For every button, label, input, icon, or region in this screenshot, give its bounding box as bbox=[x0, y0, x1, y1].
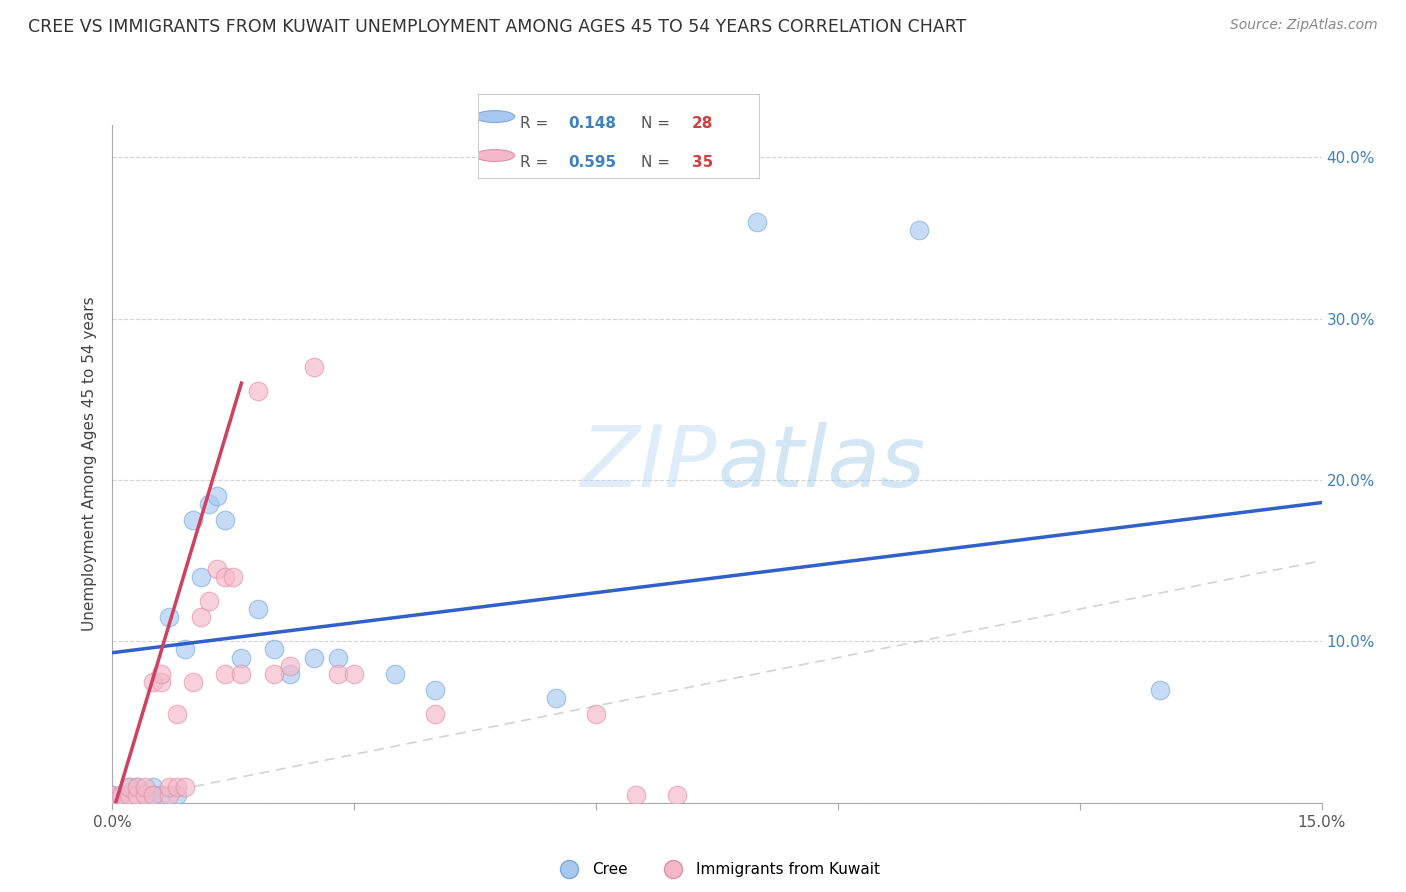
Point bbox=[142, 788, 165, 802]
Point bbox=[328, 650, 350, 665]
Point bbox=[665, 788, 688, 802]
Point bbox=[166, 706, 188, 721]
Point bbox=[343, 666, 366, 681]
Point bbox=[198, 594, 221, 608]
Point bbox=[157, 780, 180, 794]
Text: R =: R = bbox=[520, 154, 554, 169]
Point bbox=[207, 562, 229, 576]
Text: R =: R = bbox=[520, 116, 554, 130]
Point bbox=[626, 788, 648, 802]
Point bbox=[174, 780, 197, 794]
Point bbox=[544, 690, 567, 705]
Point bbox=[110, 788, 132, 802]
Text: Source: ZipAtlas.com: Source: ZipAtlas.com bbox=[1230, 18, 1378, 32]
Legend: Cree, Immigrants from Kuwait: Cree, Immigrants from Kuwait bbox=[548, 856, 886, 883]
Point bbox=[117, 780, 139, 794]
Point bbox=[207, 489, 229, 503]
Point bbox=[181, 674, 204, 689]
Point bbox=[246, 384, 269, 399]
Point bbox=[142, 788, 165, 802]
Text: atlas: atlas bbox=[717, 422, 925, 506]
Circle shape bbox=[475, 111, 515, 122]
Point bbox=[214, 513, 236, 527]
Text: ZIP: ZIP bbox=[581, 422, 717, 506]
Point bbox=[157, 610, 180, 624]
Point bbox=[423, 682, 446, 697]
Text: 0.148: 0.148 bbox=[568, 116, 616, 130]
Point bbox=[134, 788, 156, 802]
Point bbox=[166, 780, 188, 794]
Point bbox=[125, 780, 148, 794]
Point bbox=[302, 650, 325, 665]
Point bbox=[214, 666, 236, 681]
Point bbox=[231, 666, 253, 681]
Point bbox=[222, 570, 245, 584]
Point bbox=[125, 780, 148, 794]
Point bbox=[328, 666, 350, 681]
Point bbox=[198, 497, 221, 511]
Text: 35: 35 bbox=[692, 154, 713, 169]
Point bbox=[1149, 682, 1171, 697]
Point bbox=[181, 513, 204, 527]
Point bbox=[142, 674, 165, 689]
Point bbox=[263, 666, 285, 681]
Point bbox=[174, 642, 197, 657]
Point bbox=[117, 780, 139, 794]
Point bbox=[423, 706, 446, 721]
Text: 28: 28 bbox=[692, 116, 713, 130]
Point bbox=[101, 788, 124, 802]
Y-axis label: Unemployment Among Ages 45 to 54 years: Unemployment Among Ages 45 to 54 years bbox=[82, 296, 97, 632]
Point bbox=[157, 788, 180, 802]
Point bbox=[101, 788, 124, 802]
Point bbox=[214, 570, 236, 584]
Text: CREE VS IMMIGRANTS FROM KUWAIT UNEMPLOYMENT AMONG AGES 45 TO 54 YEARS CORRELATIO: CREE VS IMMIGRANTS FROM KUWAIT UNEMPLOYM… bbox=[28, 18, 966, 36]
Point bbox=[585, 706, 607, 721]
Point bbox=[117, 788, 139, 802]
Point bbox=[134, 780, 156, 794]
Text: N =: N = bbox=[641, 154, 675, 169]
Point bbox=[384, 666, 406, 681]
Point bbox=[190, 570, 212, 584]
Point bbox=[149, 666, 172, 681]
Point bbox=[302, 359, 325, 374]
Point bbox=[125, 788, 148, 802]
Point bbox=[278, 658, 301, 673]
Point bbox=[231, 650, 253, 665]
Point bbox=[747, 215, 769, 229]
Point bbox=[134, 788, 156, 802]
Point bbox=[166, 788, 188, 802]
Circle shape bbox=[475, 150, 515, 161]
Point bbox=[246, 602, 269, 616]
Text: 0.595: 0.595 bbox=[568, 154, 616, 169]
Point bbox=[907, 223, 929, 237]
Point bbox=[149, 674, 172, 689]
Point bbox=[149, 788, 172, 802]
Point bbox=[110, 788, 132, 802]
Text: N =: N = bbox=[641, 116, 675, 130]
Point bbox=[190, 610, 212, 624]
Point bbox=[142, 780, 165, 794]
Point bbox=[278, 666, 301, 681]
Point bbox=[263, 642, 285, 657]
